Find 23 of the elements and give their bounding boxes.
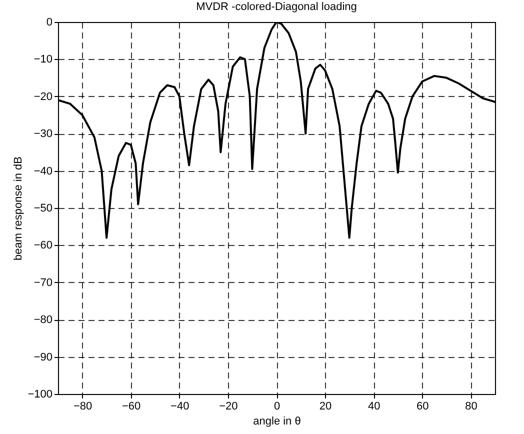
x-tick-label: −40 <box>170 400 190 412</box>
x-tick-label: −60 <box>122 400 141 412</box>
y-axis-title: beam response in dB <box>12 156 25 260</box>
y-tick-label: −100 <box>28 388 52 400</box>
x-tick-label: 80 <box>465 400 478 412</box>
y-tick-label: 0 <box>46 16 52 28</box>
x-axis-title: angle in θ <box>253 416 301 428</box>
y-tick-label: −60 <box>34 240 52 252</box>
x-tick-label: 40 <box>368 400 380 412</box>
x-tick-label: 0 <box>274 400 280 412</box>
y-tick-label: −70 <box>34 276 52 289</box>
x-tick-label: 60 <box>416 400 429 412</box>
y-tick-label: −30 <box>34 128 52 140</box>
y-tick-label: −40 <box>34 165 52 178</box>
y-tick-label: −10 <box>34 54 52 66</box>
y-tick-label: −80 <box>34 314 52 326</box>
y-tick-label: −90 <box>34 351 52 364</box>
y-tick-label: −20 <box>34 90 52 103</box>
y-tick-label: −50 <box>34 202 52 214</box>
x-tick-label: −80 <box>73 400 92 412</box>
x-tick-label: −20 <box>219 400 238 412</box>
chart-title: MVDR -colored-Diagonal loading <box>196 1 357 13</box>
x-tick-label: 20 <box>319 400 332 412</box>
